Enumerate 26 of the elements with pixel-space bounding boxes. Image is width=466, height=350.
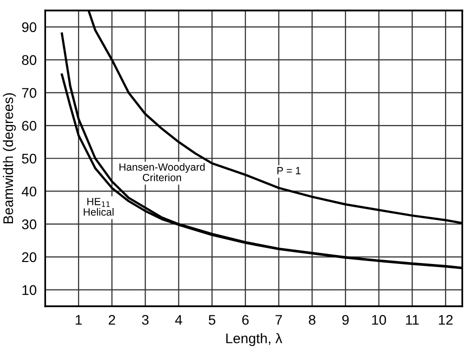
y-tick-label: 50 [22,154,36,164]
x-tick-label: 9 [342,314,349,325]
x-tick-label: 1 [76,315,82,325]
series-label: Hansen-Woodyard Criterion [120,163,205,182]
y-tick-label: 70 [22,88,36,98]
series-label: P = 1 [277,167,300,174]
x-tick-label: 5 [208,315,216,325]
series-label: HE$_{11}$ Helical [84,198,114,216]
x-tick-label: 11 [406,315,419,325]
y-tick-label: 80 [22,55,36,65]
y-tick-label: 90 [22,22,36,32]
y-tick-label: 10 [22,285,36,295]
x-tick-label: 12 [438,314,453,325]
x-tick-label: 8 [308,314,316,325]
y-tick-label: 30 [22,219,36,230]
y-tick-label: 40 [22,186,36,196]
x-axis-title: Length, λ [226,333,282,346]
x-tick-label: 7 [276,315,282,325]
x-tick-label: 4 [175,315,182,325]
y-tick-label: 20 [22,252,36,262]
x-tick-label: 3 [142,314,149,325]
x-tick-label: 10 [372,314,386,325]
y-tick-label: 60 [22,120,36,131]
y-axis-title: Beamwidth (degrees) [2,93,16,224]
x-tick-label: 2 [108,314,116,325]
x-tick-label: 6 [242,314,249,325]
